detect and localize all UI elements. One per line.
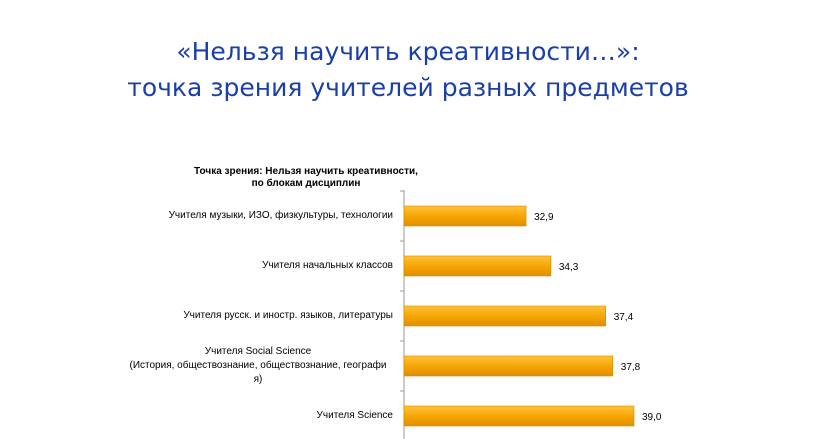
slide-title: «Нельзя научить креативности…»: точка зр…	[0, 34, 816, 106]
bar-value-label: 37,8	[621, 362, 641, 373]
category-label: Учителя Social Science (История, общество…	[123, 345, 393, 387]
bar-value-label: 32,9	[534, 212, 554, 223]
category-label-line: Учителя Science	[316, 410, 393, 421]
bar	[403, 405, 635, 427]
bar	[403, 255, 552, 277]
category-label: Учителя русск. и иностр. языков, литерат…	[183, 309, 393, 323]
slide-title-line1: «Нельзя научить креативности…»:	[176, 37, 640, 66]
category-label-line: (История, обществознание, обществознание…	[129, 360, 387, 371]
bar	[403, 355, 614, 377]
category-label: Учителя Science	[317, 409, 393, 423]
category-label-line: Учителя начальных классов	[262, 260, 393, 271]
bar	[403, 205, 527, 227]
bar-value-label: 34,3	[559, 262, 579, 273]
chart-title: Точка зрения: Нельзя научить креативност…	[186, 166, 426, 190]
category-label: Учителя музыки, ИЗО, физкультуры, технол…	[169, 209, 393, 223]
bar-value-label: 37,4	[614, 312, 634, 323]
category-label-line: Учителя русск. и иностр. языков, литерат…	[183, 310, 393, 321]
category-label: Учителя начальных классов	[262, 259, 393, 273]
bar	[403, 305, 606, 327]
chart-title-line2: по блокам дисциплин	[251, 178, 361, 189]
category-label-line: я)	[253, 374, 263, 385]
bar-value-label: 39,0	[642, 412, 662, 423]
slide-title-line2: точка зрения учителей разных предметов	[127, 73, 689, 102]
category-label-line: Учителя Social Science	[204, 346, 312, 357]
category-label-line: Учителя музыки, ИЗО, физкультуры, технол…	[168, 210, 393, 221]
chart-title-line1: Точка зрения: Нельзя научить креативност…	[194, 166, 418, 177]
